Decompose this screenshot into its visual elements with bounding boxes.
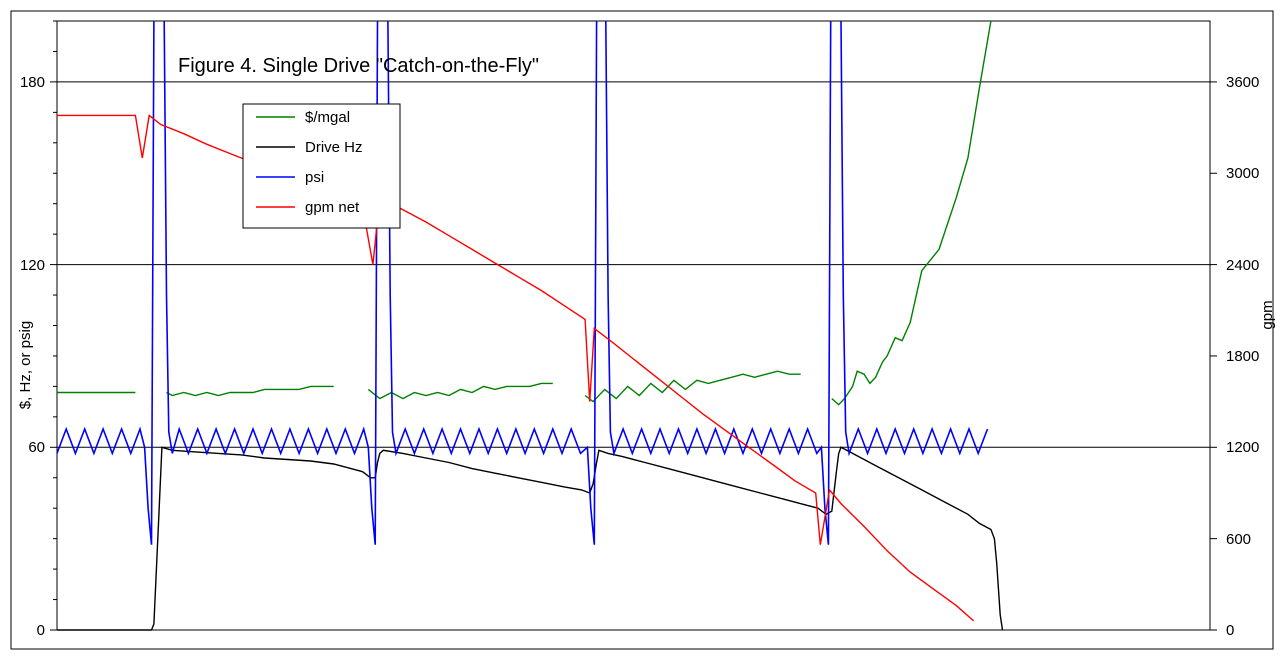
legend-label-drive-hz: Drive Hz <box>305 139 363 156</box>
left-tick-label-3: 180 <box>20 74 45 91</box>
left-axis-ticks <box>50 20 57 631</box>
right-tick-label-5: 3000 <box>1226 165 1259 182</box>
right-tick-label-4: 2400 <box>1226 257 1259 274</box>
right-axis-ticks <box>1210 81 1217 631</box>
series-line-psi-2 <box>387 20 598 545</box>
series-line-psi-4 <box>840 20 989 457</box>
series-line-mgal-1 <box>166 385 334 397</box>
plot-area <box>56 20 1211 631</box>
series-line-psi-0 <box>56 20 155 545</box>
chart-title: Figure 4. Single Drive "Catch-on-the-Fly… <box>178 55 539 77</box>
left-tick-label-0: 0 <box>37 622 45 639</box>
series-line-mgal-4 <box>831 20 992 406</box>
legend-label-gpm-net: gpm net <box>305 199 360 216</box>
legend-label-psi: psi <box>305 169 324 186</box>
right-tick-label-2: 1200 <box>1226 439 1259 456</box>
right-tick-label-3: 1800 <box>1226 348 1259 365</box>
series-line-mgal-3 <box>584 370 801 403</box>
series-line-mgal-2 <box>367 382 553 400</box>
y2-axis-label: gpm <box>1259 300 1276 329</box>
right-tick-label-0: 0 <box>1226 622 1234 639</box>
series-line-drive-hz-0 <box>57 446 1004 631</box>
legend-label-mgal: $/mgal <box>305 109 350 126</box>
y-axis-label: $, Hz, or psig <box>17 321 34 409</box>
legend: $/mgal Drive Hz psi gpm net <box>242 103 401 229</box>
series-line-psi-1 <box>163 20 379 545</box>
series-line-psi-3 <box>605 20 832 545</box>
right-tick-label-1: 600 <box>1226 531 1251 548</box>
right-tick-label-6: 3600 <box>1226 74 1259 91</box>
series-layer <box>56 20 1004 631</box>
left-tick-label-1: 60 <box>28 439 45 456</box>
series-line-gpm-net-0 <box>57 114 975 622</box>
gridlines <box>57 81 1210 448</box>
left-tick-label-2: 120 <box>20 257 45 274</box>
